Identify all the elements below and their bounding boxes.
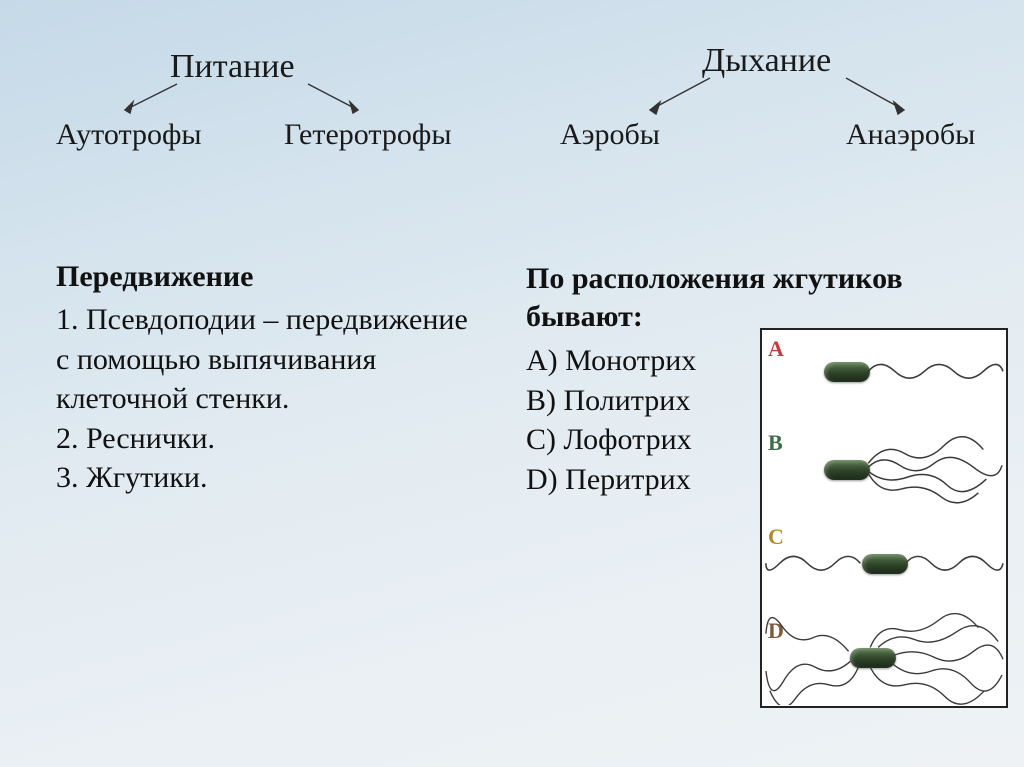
flagella-c: [762, 518, 1006, 611]
slide-content: Питание Аутотрофы Гетеротрофы Дыхание Аэ…: [0, 0, 1024, 767]
nutrition-root: Питание: [170, 48, 295, 86]
respiration-arrow-left: [640, 72, 720, 118]
respiration-left: Аэробы: [560, 118, 660, 152]
flagella-d: [762, 612, 1006, 705]
movement-item-3: 3. Жгутики.: [56, 458, 476, 498]
movement-heading: Передвижение: [56, 260, 476, 294]
nutrition-left: Аутотрофы: [56, 118, 202, 152]
nutrition-arrow-left: [115, 78, 185, 118]
respiration-root: Дыхание: [702, 42, 831, 80]
flagella-figure: A B C D: [760, 328, 1008, 708]
flagella-a: [762, 330, 1006, 423]
figure-row-a: A: [762, 330, 1006, 424]
movement-item-2: 2. Реснички.: [56, 419, 476, 459]
figure-row-c: C: [762, 518, 1006, 612]
movement-item-1: 1. Псевдоподии – передвижение с помощью …: [56, 300, 476, 419]
nutrition-arrow-right: [300, 78, 370, 118]
nutrition-right: Гетеротрофы: [284, 118, 451, 152]
movement-block: Передвижение 1. Псевдоподии – передвижен…: [56, 260, 476, 498]
figure-row-b: B: [762, 424, 1006, 518]
respiration-arrow-right: [836, 72, 916, 118]
respiration-right: Анаэробы: [846, 118, 975, 152]
flagella-heading: По расположения жгутиков бывают:: [526, 260, 1006, 335]
flagella-b: [762, 424, 1006, 517]
figure-row-d: D: [762, 612, 1006, 706]
